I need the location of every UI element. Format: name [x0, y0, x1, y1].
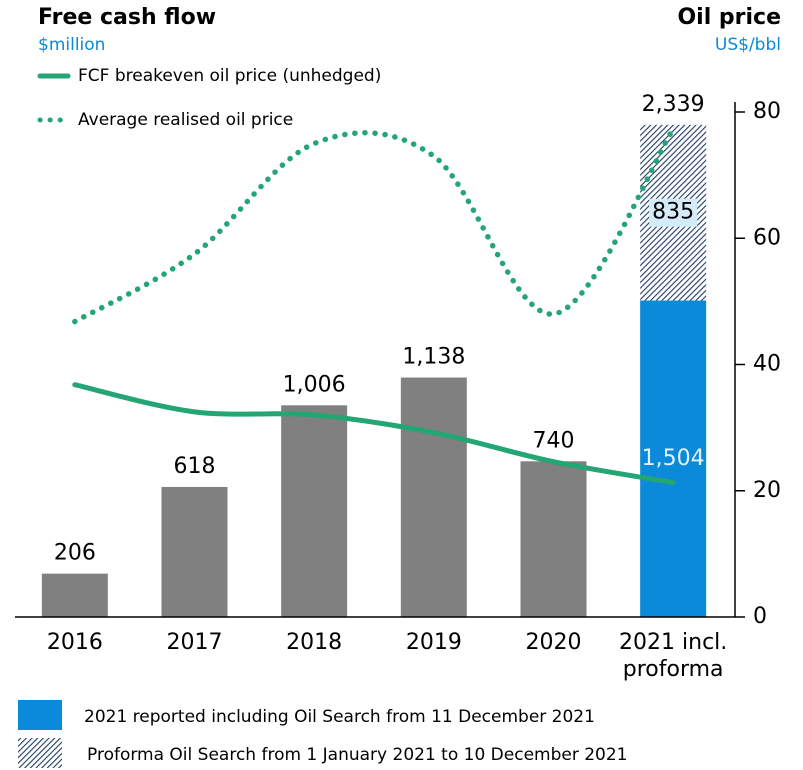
- bar: [520, 461, 587, 617]
- value-label: 740: [533, 428, 575, 453]
- x-tick-label: 2018: [286, 630, 343, 655]
- bar: [640, 300, 707, 617]
- label-box: [649, 198, 698, 227]
- bar: [400, 377, 467, 617]
- y2-tick-label: 80: [753, 99, 781, 124]
- x-tick-label: 2016: [46, 630, 103, 655]
- y2-tick-label: 20: [753, 478, 781, 503]
- bar: [161, 486, 228, 617]
- legend-label: 2021 reported including Oil Search from …: [84, 707, 595, 727]
- value-label: 206: [54, 541, 96, 566]
- value-label: 1,138: [402, 345, 465, 370]
- value-label: 1,504: [642, 446, 705, 471]
- value-label: 1,006: [283, 372, 346, 397]
- y2-subtitle: US$/bbl: [715, 35, 781, 55]
- value-label: 835: [652, 200, 694, 225]
- x-tick-label: 2017: [166, 630, 223, 655]
- legend-swatch: [18, 700, 62, 730]
- line: [72, 126, 676, 325]
- y2-tick-label: 40: [753, 352, 781, 377]
- y2-tick-label: 60: [753, 225, 781, 250]
- legend-label: FCF breakeven oil price (unhedged): [78, 66, 381, 86]
- x-tick-label: 2019: [405, 630, 462, 655]
- total-label: 2,339: [642, 92, 705, 117]
- bar: [281, 405, 348, 617]
- line: [72, 382, 676, 486]
- legend-label: Proforma Oil Search from 1 January 2021 …: [87, 745, 628, 765]
- legend-swatch: [18, 738, 62, 768]
- legend-label: Average realised oil price: [78, 110, 293, 130]
- value-label: 618: [174, 454, 216, 479]
- chart-title: Free cash flow: [38, 5, 216, 30]
- x-tick-label: 2020: [525, 630, 582, 655]
- subtitle: $million: [38, 35, 105, 55]
- bar: [41, 573, 108, 617]
- y2-tick-label: 0: [753, 604, 767, 629]
- y2-title: Oil price: [677, 5, 781, 30]
- x-tick-label: 2021 incl. proforma: [619, 630, 728, 682]
